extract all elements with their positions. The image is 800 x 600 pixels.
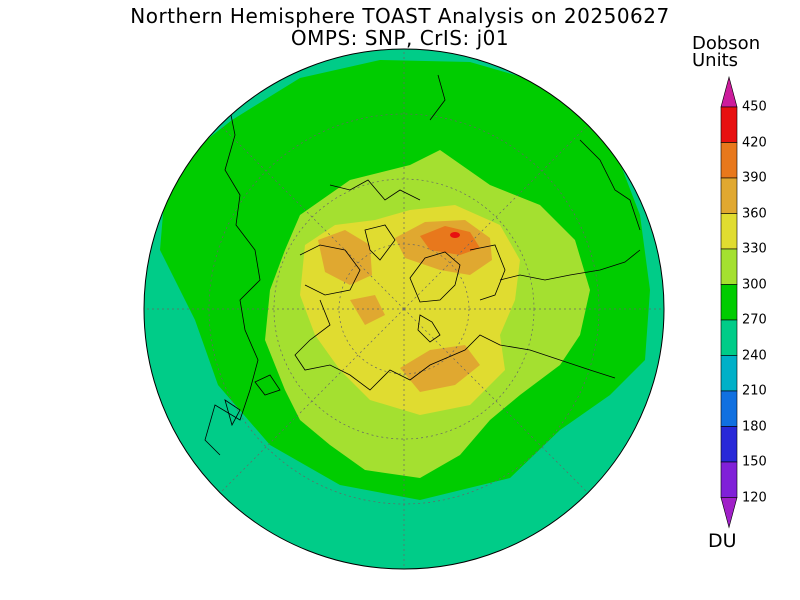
- colorbar-title-line2: Units: [692, 50, 739, 71]
- map-border: [143, 48, 665, 570]
- colorbar-swatch: [720, 106, 738, 143]
- colorbar: [720, 75, 738, 529]
- colorbar-swatch: [720, 319, 738, 356]
- ozone-band-420: [450, 232, 460, 238]
- colorbar-swatch: [720, 284, 738, 321]
- colorbar-swatch: [720, 213, 738, 250]
- colorbar-label: 120: [742, 490, 767, 505]
- colorbar-swatch: [720, 355, 738, 392]
- map-subtitle: OMPS: SNP, CrIS: j01: [290, 26, 510, 50]
- ozone-band-360: [318, 220, 492, 392]
- colorbar-label: 420: [742, 135, 767, 150]
- colorbar-swatch: [720, 248, 738, 285]
- coastlines: [204, 74, 641, 456]
- graticule: [144, 49, 664, 569]
- colorbar-title-line1: Dobson: [692, 33, 761, 54]
- colorbar-label: 240: [742, 348, 767, 363]
- colorbar-swatch: [720, 177, 738, 214]
- colorbar-bottom-arrow: [720, 497, 738, 529]
- colorbar-label: 360: [742, 206, 767, 221]
- colorbar-swatch: [720, 461, 738, 498]
- colorbar-label: 390: [742, 170, 767, 186]
- colorbar-label: 330: [742, 241, 767, 257]
- colorbar-unit: DU: [708, 530, 737, 552]
- colorbar-top-arrow: [720, 75, 738, 108]
- colorbar-label: 150: [742, 454, 767, 470]
- colorbar-label: 270: [742, 312, 767, 328]
- map-title: Northern Hemisphere TOAST Analysis on 20…: [130, 4, 670, 28]
- colorbar-swatch: [720, 142, 738, 179]
- colorbar-label: 450: [742, 99, 767, 115]
- colorbar-swatch: [720, 426, 738, 463]
- colorbar-label: 210: [742, 383, 767, 399]
- colorbar-label: 300: [742, 277, 767, 292]
- colorbar-label: 180: [742, 419, 767, 434]
- colorbar-swatch: [720, 390, 738, 427]
